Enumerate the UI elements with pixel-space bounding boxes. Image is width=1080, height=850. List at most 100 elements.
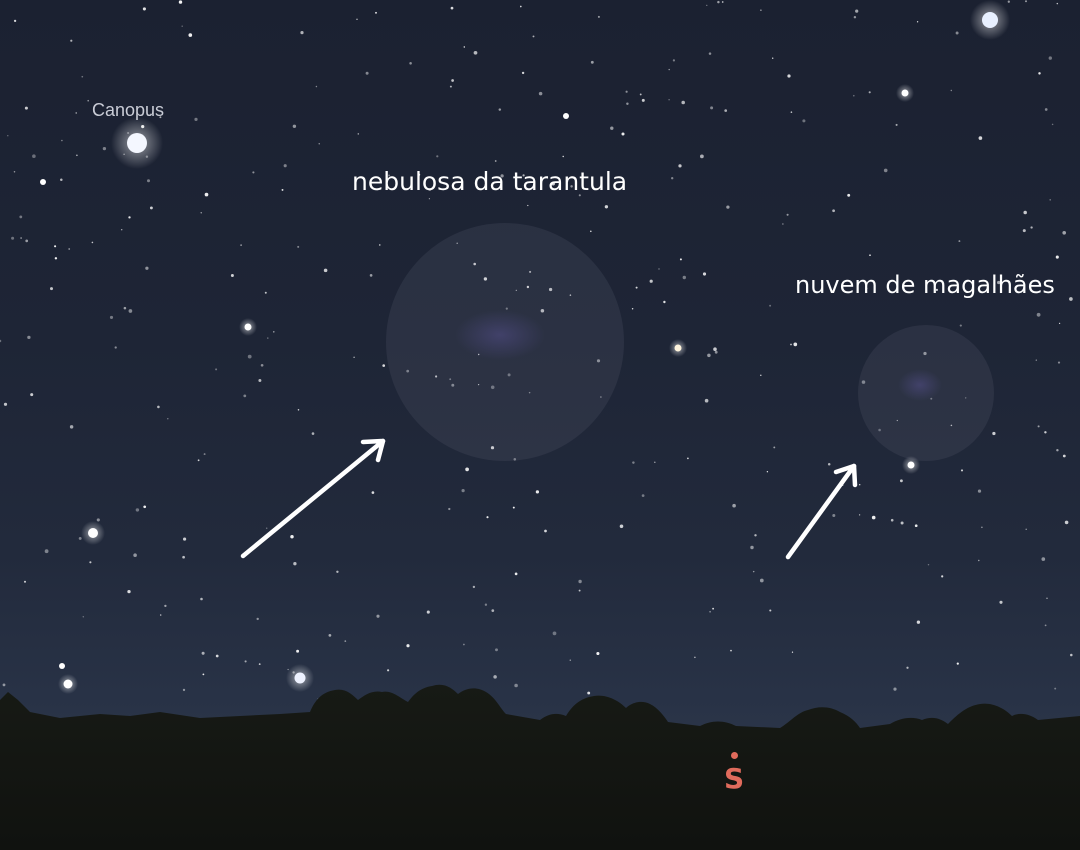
faint-star [428,198,430,200]
faint-star [706,4,708,7]
faint-star [87,99,89,102]
faint-star [1046,597,1048,599]
faint-star [681,100,685,105]
faint-star [700,154,704,159]
faint-star [265,527,268,529]
faint-star [159,116,162,119]
faint-star [1051,123,1054,126]
faint-star [769,304,772,307]
faint-star [102,146,107,151]
faint-star [668,68,670,71]
faint-star [514,683,518,688]
canopus-label: Canopus [92,100,165,120]
faint-star [357,133,360,135]
faint-star [649,279,653,283]
faint-star [297,409,300,411]
faint-star [641,98,645,102]
faint-star [114,346,117,349]
faint-star [450,6,454,10]
faint-star [896,419,898,422]
faint-star [730,649,732,652]
faint-star [871,515,876,520]
faint-star [448,507,451,511]
faint-star [714,350,718,354]
faint-star [215,654,219,658]
faint-star [890,518,894,522]
faint-star [641,494,645,497]
faint-star [456,242,458,245]
faint-star [1025,528,1027,531]
faint-star [866,287,868,290]
faint-star [682,275,686,280]
magellan-annotation: nuvem de magalhães [795,271,1055,299]
faint-star [1022,229,1026,233]
faint-star [461,489,465,493]
faint-star [702,272,707,276]
faint-star [147,179,150,183]
faint-star [264,291,267,294]
faint-star [260,363,264,367]
faint-star [491,609,495,612]
faint-star [832,514,836,517]
faint-star [514,572,518,576]
faint-star [382,364,386,367]
faint-star [654,461,656,463]
faint-star [853,15,857,19]
faint-star [1058,322,1061,325]
faint-star [142,7,146,11]
faint-star [721,1,724,3]
canopus-star [127,133,147,153]
faint-star [197,459,200,462]
faint-star [3,402,8,406]
faint-star [604,205,609,209]
faint-star [899,479,903,483]
faint-star [182,555,185,559]
faint-star [708,52,712,55]
faint-star [323,268,328,273]
faint-star [463,46,466,48]
faint-star [436,155,439,158]
faint-star [123,306,127,310]
faint-star [328,634,332,637]
faint-star [578,589,581,592]
faint-star [538,91,543,96]
faint-star [632,461,635,464]
faint-star [181,25,183,27]
faint-star [76,154,78,157]
faint-star [70,39,73,42]
faint-star [978,559,980,562]
faint-star [964,397,967,399]
faint-star [855,9,859,13]
faint-star [318,143,320,145]
faint-star [707,353,711,358]
faint-star [243,394,247,398]
faint-star [1024,0,1028,3]
tarantula-nebula-marker [386,223,624,461]
tarantula-annotation: nebulosa da tarantula [352,167,628,196]
faint-star [935,288,939,291]
faint-star [548,287,553,292]
faint-star [519,5,522,8]
faint-star [25,239,29,243]
faint-star [356,18,358,20]
faint-star [194,117,198,122]
faint-star [78,536,82,540]
faint-star [149,206,153,210]
faint-star [375,11,377,14]
faint-star [621,132,625,136]
faint-star [300,30,304,35]
faint-star [955,31,959,35]
faint-star [406,369,410,373]
faint-star [128,309,133,313]
faint-star [914,524,918,528]
faint-star [639,93,642,96]
faint-star [540,309,545,313]
faint-star [13,19,17,23]
faint-star [663,300,666,304]
faint-star [0,339,2,343]
bright-stars [40,0,1010,694]
faint-star [281,188,284,191]
faint-star [490,385,495,390]
faint-star [435,375,438,378]
